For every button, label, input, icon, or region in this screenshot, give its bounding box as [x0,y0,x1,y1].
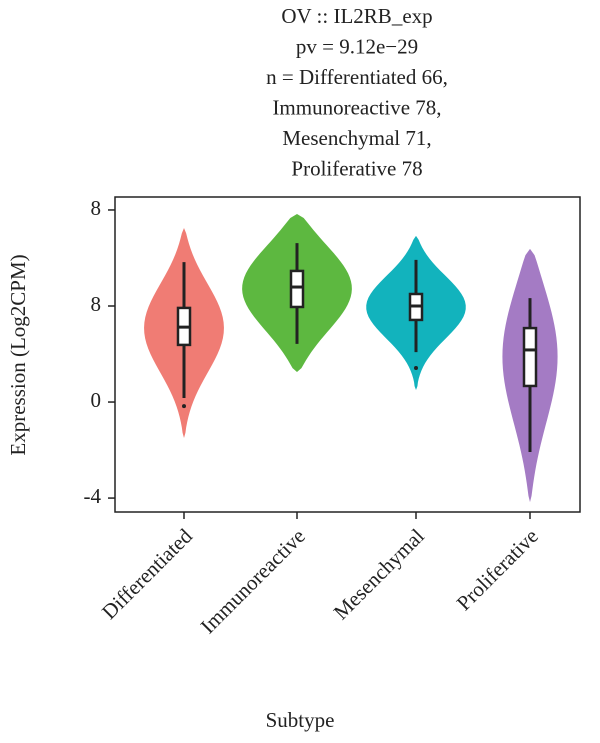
box [522,326,538,388]
title-line: Proliferative 78 [291,156,422,180]
outlier [182,404,186,409]
x-axis-label: Subtype [266,708,335,732]
plot-frame [114,196,581,513]
x-tick-label: Differentiated [97,524,197,624]
title-line: Immunoreactive 78, [272,95,441,119]
x-tick-label: Immunoreactive [196,524,310,638]
y-tick-label: 8 [91,196,102,220]
x-tick-label: Proliferative [452,524,543,615]
y-axis-label: Expression (Log2CPM) [6,254,30,455]
y-tick-label: -4 [84,484,102,508]
y-tick-label: 8 [91,292,102,316]
y-tick-label: 0 [91,388,102,412]
box [289,269,305,309]
outlier [414,365,418,370]
title-line: n = Differentiated 66, [266,65,448,89]
title-line: OV :: IL2RB_exp [281,4,432,28]
title-line: pv = 9.12e−29 [296,34,418,58]
title-line: Mesenchymal 71, [282,126,431,150]
x-tick-label: Mesenchymal [329,524,429,624]
